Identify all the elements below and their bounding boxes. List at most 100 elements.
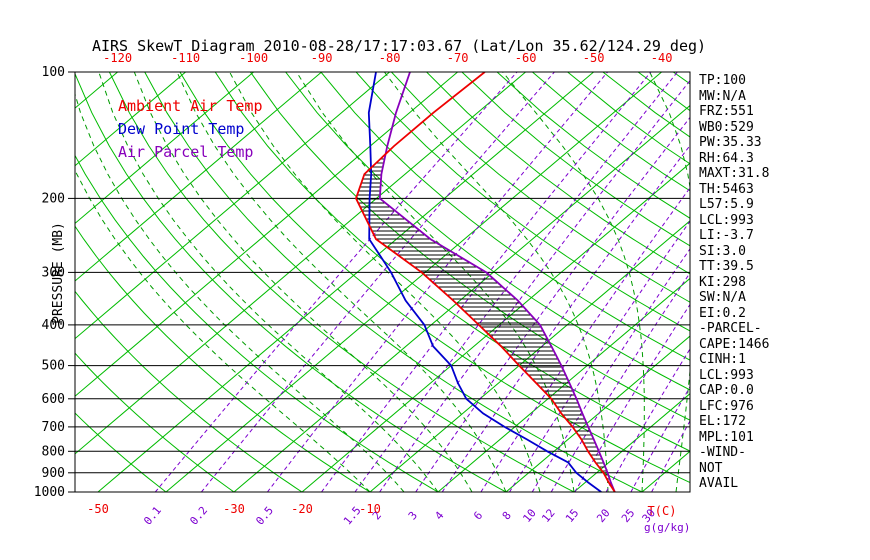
isotherm-line (75, 72, 254, 225)
stat-line: SI:3.0 (699, 243, 746, 259)
isotherm-line (75, 72, 458, 397)
stat-line: LCL:993 (699, 212, 754, 228)
stat-line: CAPE:1466 (699, 336, 770, 352)
top-temp-tick-label: -50 (583, 51, 605, 65)
dry-adiabat-line (75, 154, 439, 492)
legend-item-dew-point-temp: Dew Point Temp (118, 120, 245, 138)
pressure-tick-label: 300 (42, 265, 65, 280)
dry-adiabat-line (75, 290, 303, 492)
stat-line: TP:100 (699, 73, 746, 88)
stat-line: MPL:101 (699, 429, 754, 445)
stat-line: CAP:0.0 (699, 383, 754, 398)
top-temp-tick-label: -100 (239, 51, 268, 65)
stat-line: TT:39.5 (699, 259, 754, 274)
dry-adiabat-line (179, 72, 690, 484)
moist-adiabat-line (98, 72, 439, 492)
stat-line: AVAIL (699, 476, 739, 491)
top-temp-tick-label: -110 (171, 51, 200, 65)
stat-line: LCL:993 (699, 367, 754, 383)
isotherm-line (369, 220, 690, 492)
dry-adiabat-line (108, 72, 575, 492)
moist-adiabat-line (502, 72, 645, 492)
stat-line: -WIND- (699, 445, 746, 460)
stat-line: RH:64.3 (699, 150, 754, 166)
tick-labels: 100 200 300 400 500 600 700 800 900 1000 -120 -110 -… (34, 51, 691, 534)
pressure-axis-label: PRESSURE (MB) (51, 222, 66, 324)
plot-frame (68, 71, 691, 493)
plot-border (74, 71, 691, 493)
moist-adiabat-line (649, 72, 690, 492)
mixing-ratio-line (550, 271, 690, 492)
mixing-ratio-tick-label: 10 (520, 506, 538, 525)
dry-adiabat-line (320, 72, 690, 361)
isotherm-line (505, 335, 690, 492)
legend-item-ambient-air-temp: Ambient Air Temp (118, 97, 263, 115)
pressure-tick-label: 200 (42, 191, 65, 206)
isotherm-line (75, 72, 390, 340)
stat-line: PW:35.33 (699, 135, 762, 150)
isotherm-line (97, 72, 594, 492)
mixing-ratio-line (441, 144, 690, 492)
mixing-ratio-line (605, 348, 690, 492)
top-temp-tick-label: -70 (447, 51, 469, 65)
mixing-ratio-tick-label: 0.2 (187, 504, 210, 528)
dry-adiabat-line (461, 72, 690, 247)
pressure-tick-label: 100 (42, 65, 65, 80)
top-temp-tick-label: -120 (103, 51, 132, 65)
moist-adiabat-line (229, 72, 541, 492)
stats-panel: TP:100 MW:N/A FRZ:551 WB0:529 PW:35.33 RH:64.… (699, 73, 769, 492)
mixing-ratio-line (321, 72, 652, 492)
dry-adiabat-line (355, 72, 690, 332)
stat-line: TH:5463 (699, 181, 754, 197)
temp-unit-label: T(C) (648, 504, 677, 518)
moist-adiabat-line (384, 72, 609, 492)
mixing-ratio-line (480, 187, 690, 492)
ambient-air-temp-curve (355, 72, 616, 492)
pressure-tick-label: 900 (42, 466, 65, 481)
pressure-tick-label: 500 (42, 359, 65, 374)
isotherm-line (573, 393, 690, 492)
mixing-ratio-tick-label: 0.1 (141, 504, 164, 528)
stat-line: CINH:1 (699, 352, 746, 367)
mixing-ratio-tick-label: 0.5 (253, 504, 276, 528)
mixing-ratio-tick-label: 12 (539, 506, 557, 525)
top-temp-tick-label: -90 (311, 51, 333, 65)
stat-line: EI:0.2 (699, 305, 746, 321)
legend: Ambient Air Temp Dew Point Temp Air Parcel… (118, 95, 263, 164)
dry-adiabat-line (75, 72, 507, 492)
isotherm-line (75, 72, 526, 455)
stat-line: NOT (699, 460, 723, 476)
cape-hatch-area (356, 158, 613, 488)
mixing-ratio-line (201, 72, 555, 492)
stat-line: LI:-3.7 (699, 228, 754, 243)
stat-line: KI:298 (699, 274, 746, 290)
mixing-ratio-tick-label: 20 (594, 506, 612, 525)
mixing-ratio-tick-label: 25 (619, 506, 637, 525)
page-title: AIRS SkewT Diagram 2010-08-28/17:17:03.6… (91, 37, 707, 55)
stat-line: SW:N/A (699, 290, 746, 305)
mixing-ratio-line (267, 72, 608, 492)
mixing-ratio-tick-label: 4 (432, 509, 446, 523)
bottom-temp-tick-label: -10 (359, 502, 381, 516)
mixing-ratio-tick-label: 8 (500, 509, 514, 522)
mixing-ratio-tick-label: 6 (471, 509, 485, 522)
mixing-ratio-line (531, 248, 690, 492)
top-temp-tick-label: -60 (515, 51, 537, 65)
dew-point-temp-curve (367, 72, 602, 492)
top-temp-tick-label: -80 (379, 51, 401, 65)
top-temp-tick-label: -40 (651, 51, 673, 65)
bottom-temp-tick-label: -50 (87, 502, 109, 516)
moist-adiabat-line (75, 168, 371, 492)
stat-line: FRZ:551 (699, 104, 754, 119)
mixing-ratio-line (574, 303, 690, 492)
mixing-ratio-line (509, 220, 690, 492)
air-parcel-temp-curve (378, 72, 616, 492)
mixing-ratio-line (379, 79, 690, 492)
stat-line: MAXT:31.8 (699, 166, 770, 181)
isotherm-line (437, 277, 690, 492)
isotherm-line (301, 162, 690, 492)
dry-adiabat-line (144, 72, 643, 492)
sounding-curves (355, 72, 616, 492)
pressure-tick-label: 600 (42, 392, 65, 407)
